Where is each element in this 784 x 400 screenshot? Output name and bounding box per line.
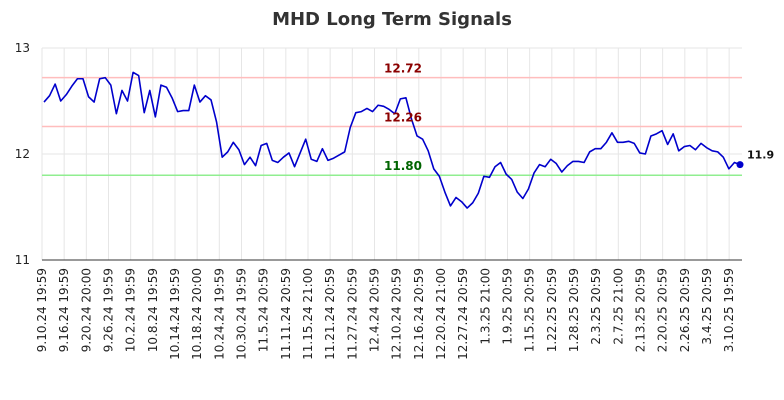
- x-tick-label: 9.20.24 20:00: [79, 268, 93, 352]
- reference-line-label: 12.72: [384, 62, 422, 76]
- x-tick-label: 2.3.25 20:59: [589, 268, 603, 345]
- price-series-line: [43, 71, 741, 209]
- reference-lines: [42, 76, 742, 176]
- series-layer: [43, 71, 744, 209]
- reference-line-label: 11.80: [384, 159, 422, 173]
- x-tick-label: 12.16.24 20:59: [412, 268, 426, 360]
- x-tick-label: 10.24.24 19:59: [212, 268, 226, 360]
- x-tick-label: 12.10.24 20:59: [390, 268, 404, 360]
- x-tick-label: 1.3.25 21:00: [478, 268, 492, 345]
- x-tick-label: 2.26.25 20:59: [678, 268, 692, 352]
- x-tick-label: 9.26.24 19:59: [101, 268, 115, 352]
- x-tick-label: 10.18.24 20:00: [190, 268, 204, 360]
- x-tick-label: 9.16.24 19:59: [57, 268, 71, 352]
- x-tick-label: 10.2.24 19:59: [124, 268, 138, 352]
- reference-line-label: 12.26: [384, 110, 422, 124]
- labels: 12.72 12.26 11.80 11.9: [384, 62, 774, 174]
- x-tick-label: 1.9.25 20:59: [500, 268, 514, 345]
- grid: [41, 47, 742, 261]
- x-tick-label: 10.8.24 19:59: [146, 268, 160, 352]
- x-tick-label: 3.10.25 19:59: [722, 268, 736, 352]
- last-value-marker: [736, 161, 744, 169]
- last-value-label: 11.9: [747, 149, 774, 162]
- x-tick-label: 2.13.25 20:59: [633, 268, 647, 352]
- y-tick-label: 13: [15, 41, 30, 55]
- x-tick-label: 11.11.24 20:59: [279, 268, 293, 360]
- y-tick-label: 11: [15, 253, 30, 267]
- x-tick-label: 9.10.24 19:59: [35, 268, 49, 352]
- x-tick-label: 11.21.24 20:59: [323, 268, 337, 360]
- x-tick-label: 10.30.24 19:59: [234, 268, 248, 360]
- x-tick-label: 12.4.24 20:59: [367, 268, 381, 352]
- x-tick-label: 2.20.25 20:59: [656, 268, 670, 352]
- x-tick-label: 10.14.24 19:59: [168, 268, 182, 360]
- chart-title: MHD Long Term Signals: [272, 9, 512, 30]
- x-tick-label: 2.7.25 21:00: [611, 268, 625, 345]
- x-tick-label: 1.22.25 20:59: [545, 268, 559, 352]
- x-tick-label: 1.28.25 20:59: [567, 268, 581, 352]
- x-tick-label: 12.20.24 21:00: [434, 268, 448, 360]
- x-tick-label: 11.15.24 21:00: [301, 268, 315, 360]
- x-tick-label: 3.4.25 20:59: [700, 268, 714, 345]
- x-tick-label: 1.15.25 20:59: [523, 268, 537, 352]
- x-tick-label: 11.5.24 20:59: [257, 268, 271, 352]
- axes: 9.10.24 19:59 9.16.24 19:59 9.20.24 20:00 9…: [15, 41, 742, 360]
- x-tick-label: 11.27.24 20:59: [345, 268, 359, 360]
- y-tick-label: 12: [15, 147, 30, 161]
- x-tick-label: 12.27.24 20:59: [456, 268, 470, 360]
